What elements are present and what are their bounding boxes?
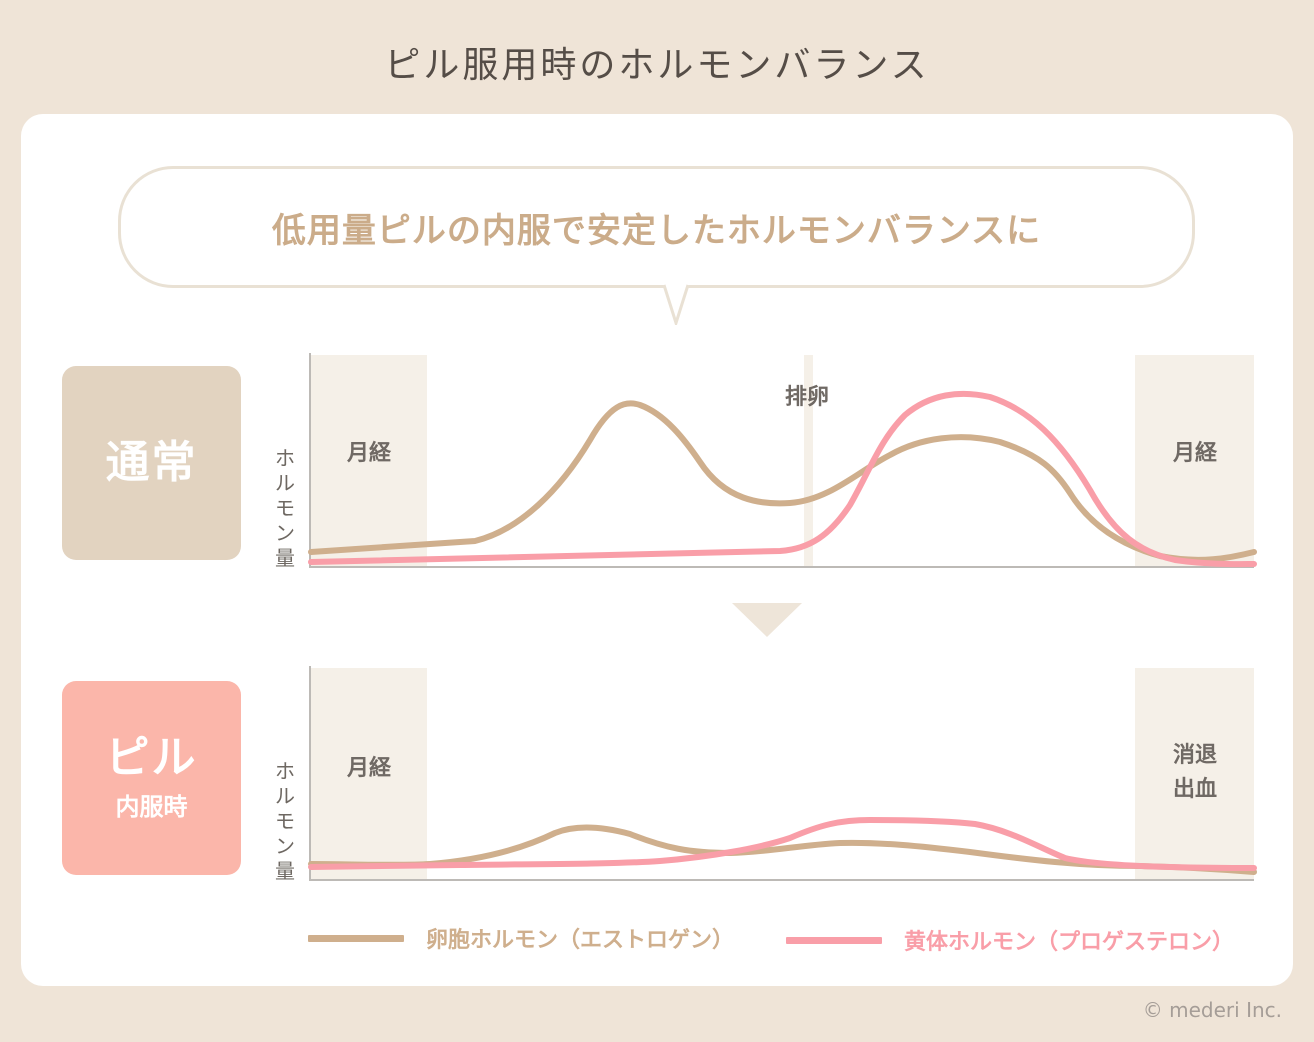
chart-legend: 卵胞ホルモン（エストロゲン） 黄体ホルモン（プロゲステロン） [308, 916, 1268, 956]
ylabel-char: ホ [275, 446, 295, 470]
message-bubble: 低用量ピルの内服で安定したホルモンバランスに [118, 166, 1195, 288]
ylabel-char: 量 [275, 546, 295, 570]
withdrawal-label-line2: 出血 [1173, 776, 1217, 802]
pill-cycle-badge: ピル 内服時 [62, 681, 241, 875]
normal-y-axis-label: ホ ル モ ン 量 [270, 446, 300, 571]
menstruation-band-left [311, 355, 427, 568]
ovulation-label: 排卵 [785, 385, 829, 410]
legend-label-estrogen: 卵胞ホルモン（エストロゲン） [426, 928, 735, 953]
progesterone-curve [308, 816, 1257, 871]
legend-label-progesterone: 黄体ホルモン（プロゲステロン） [904, 930, 1235, 955]
page-title: ピル服用時のホルモンバランス [384, 45, 930, 86]
bubble-text: 低用量ピルの内服で安定したホルモンバランスに [271, 210, 1042, 251]
normal-cycle-badge: 通常 [62, 366, 241, 560]
withdrawal-label-line1: 消退 [1173, 743, 1217, 768]
menstruation-band-right [1135, 355, 1254, 568]
normal-hormone-chart: 月経 排卵 月経 [308, 353, 1257, 568]
pill-y-axis-label: ホ ル モ ン 量 [270, 759, 300, 884]
ylabel-char: モ [275, 496, 295, 520]
menstruation-band-left [311, 668, 427, 880]
pill-sublabel: 内服時 [115, 792, 188, 821]
menstruation-label-left: 月経 [346, 440, 392, 466]
pill-hormone-chart: 月経 消退 出血 [308, 666, 1257, 881]
legend-item-estrogen: 卵胞ホルモン（エストロゲン） [308, 922, 734, 954]
estrogen-curve [308, 400, 1257, 563]
ovulation-band [804, 355, 813, 568]
normal-label: 通常 [105, 436, 198, 488]
copyright-credit: © mederi Inc. [1142, 998, 1282, 1022]
ylabel-char: 量 [275, 859, 295, 883]
estrogen-swatch [308, 934, 404, 942]
ylabel-char: ン [275, 834, 295, 858]
ylabel-char: ル [275, 784, 295, 808]
menstruation-label-left: 月経 [346, 755, 392, 781]
ylabel-char: ル [275, 471, 295, 495]
progesterone-swatch [786, 936, 882, 944]
bubble-tail [663, 283, 689, 325]
withdrawal-bleeding-band [1135, 668, 1254, 880]
ylabel-char: ン [275, 521, 295, 545]
ylabel-char: モ [275, 809, 295, 833]
menstruation-label-right: 月経 [1172, 440, 1218, 466]
legend-item-progesterone: 黄体ホルモン（プロゲステロン） [786, 924, 1234, 956]
ylabel-char: ホ [275, 759, 295, 783]
arrow-down-icon [732, 603, 802, 637]
progesterone-curve [308, 390, 1257, 568]
pill-label: ピル [105, 732, 198, 784]
